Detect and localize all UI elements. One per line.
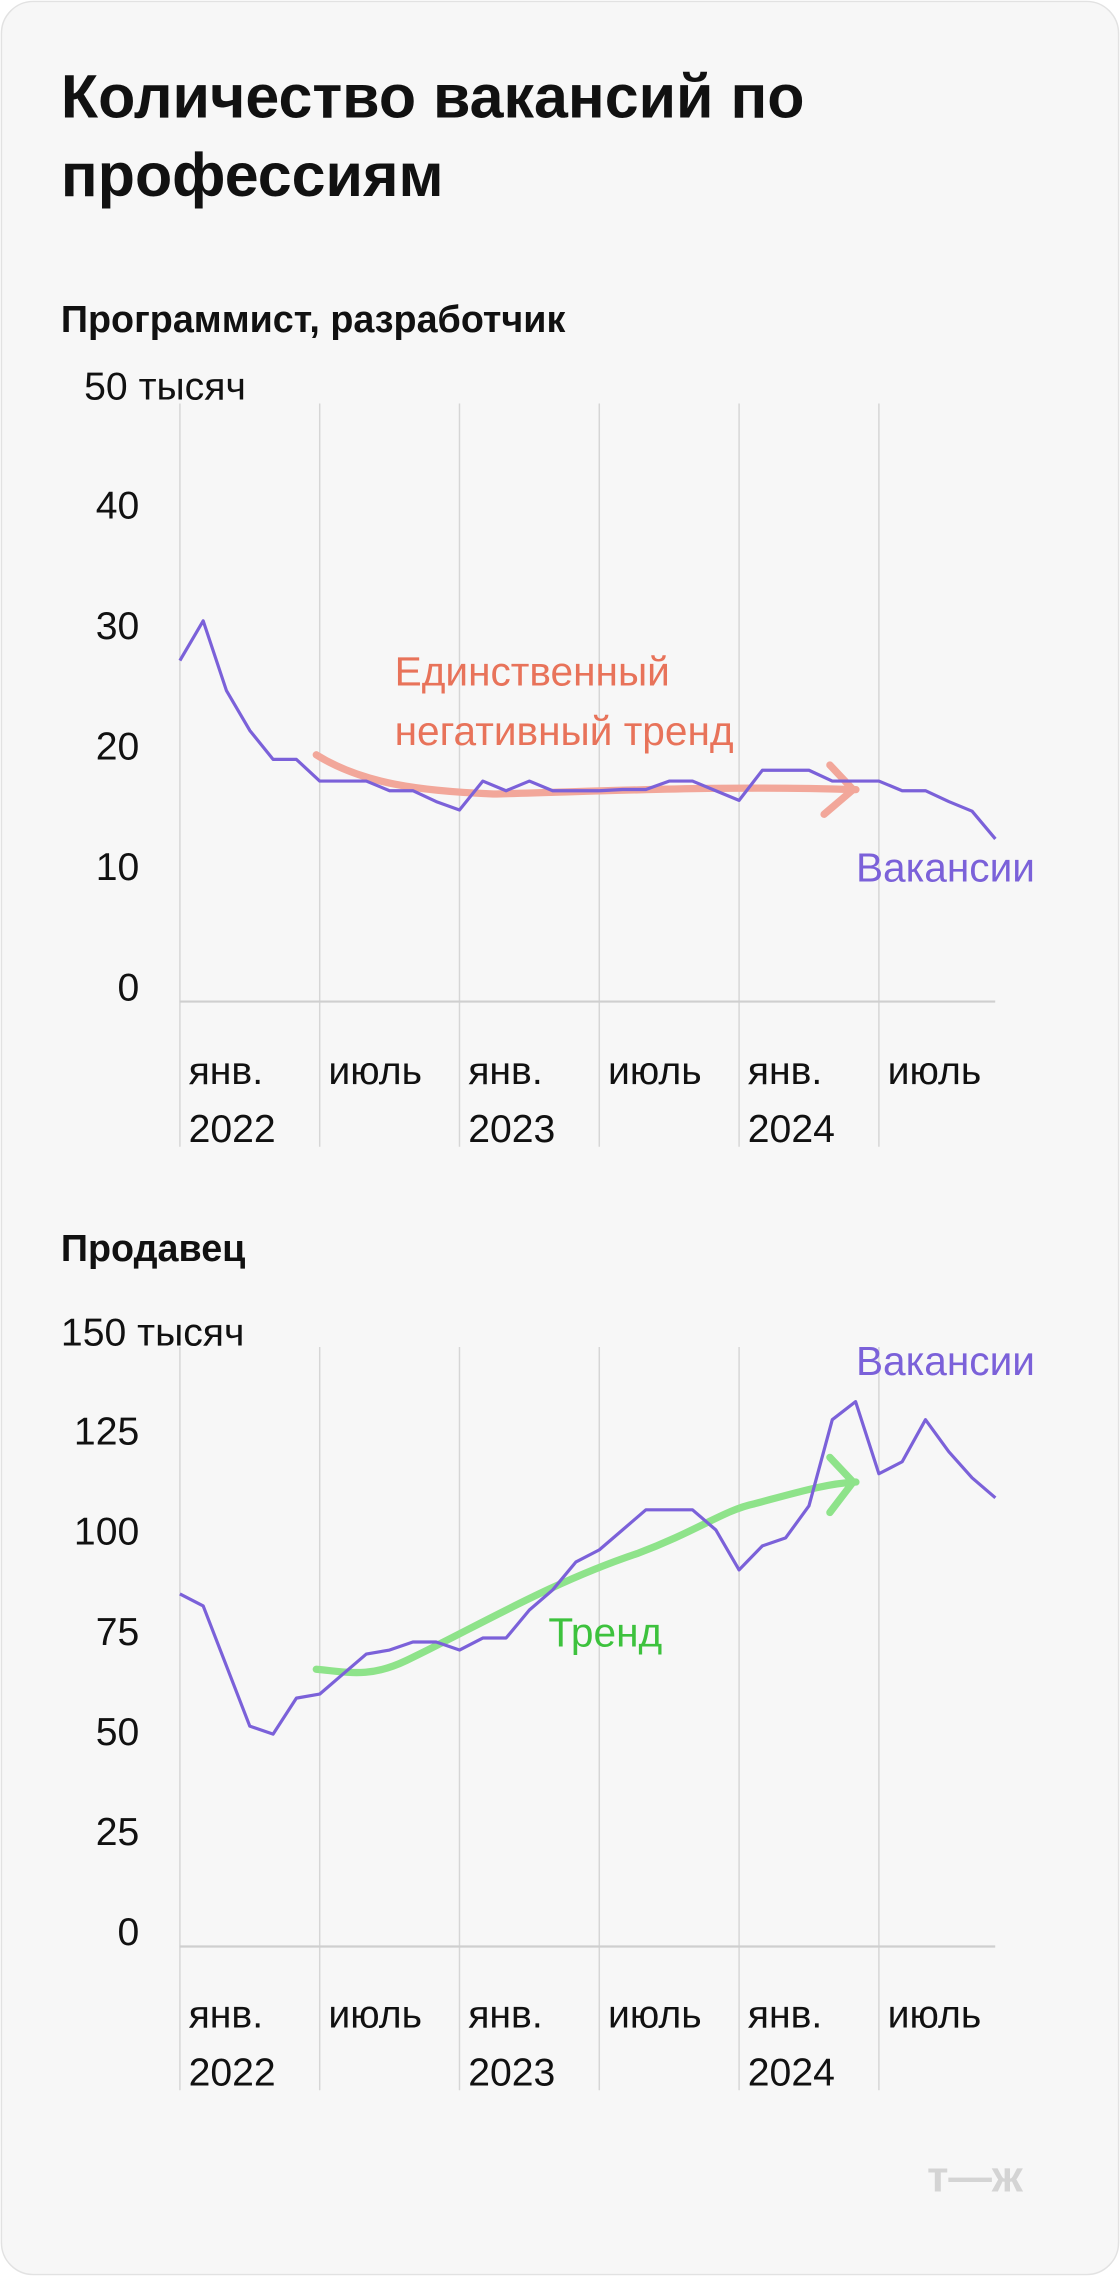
trend-arrow [312, 751, 860, 798]
x-tick-label: июль [888, 1994, 982, 2037]
annotation: Единственный [395, 649, 670, 695]
y-tick-label: 25 [96, 1811, 140, 1854]
x-tick-label: янв. 2024 [748, 1994, 835, 2095]
x-tick-label: янв. 2022 [189, 1994, 276, 2095]
annotation: Тренд [548, 1610, 662, 1656]
series-label: Вакансии [856, 1338, 1035, 1384]
x-tick-label: июль [608, 1050, 702, 1093]
y-tick-label: 0 [117, 966, 139, 1009]
x-tick-label: янв. 2022 [189, 1050, 276, 1151]
annotation: негативный тренд [395, 708, 734, 754]
y-tick-label: 40 [96, 484, 140, 527]
title-box: Количество вакансий по профессиям [60, 62, 805, 210]
y-tick-label: 125 [74, 1410, 139, 1453]
x-tick-label: июль [328, 1050, 422, 1093]
y-tick-label: 50 тысяч [84, 365, 246, 408]
trend-arrowhead [826, 1453, 857, 1517]
logo: т—ж [927, 2154, 1024, 2202]
series-label: Вакансии [856, 845, 1035, 891]
trend-arrow [312, 1478, 860, 1677]
y-tick-label: 150 тысяч [61, 1312, 244, 1355]
x-tick-label: янв. 2023 [468, 1994, 555, 2095]
chart-title: Количество вакансий по профессиям [60, 62, 805, 210]
x-tick-label: янв. 2023 [468, 1050, 555, 1151]
y-tick-label: 100 [74, 1511, 139, 1554]
x-tick-label: июль [608, 1994, 702, 2037]
x-tick-label: июль [328, 1994, 422, 2037]
x-tick-label: июль [888, 1050, 982, 1093]
chart-subtitle: Программист, разработчик [61, 298, 566, 340]
y-tick-label: 0 [117, 1911, 139, 1954]
y-tick-label: 30 [96, 605, 140, 648]
y-tick-label: 50 [96, 1711, 140, 1754]
y-tick-label: 20 [96, 725, 140, 768]
trend-arrowhead [820, 761, 857, 818]
series-line [178, 619, 997, 840]
chart-subtitle: Продавец [61, 1227, 245, 1269]
x-tick-label: янв. 2024 [748, 1050, 835, 1151]
y-tick-label: 10 [96, 846, 140, 889]
series-line [179, 1400, 997, 1736]
y-tick-label: 75 [96, 1611, 140, 1654]
